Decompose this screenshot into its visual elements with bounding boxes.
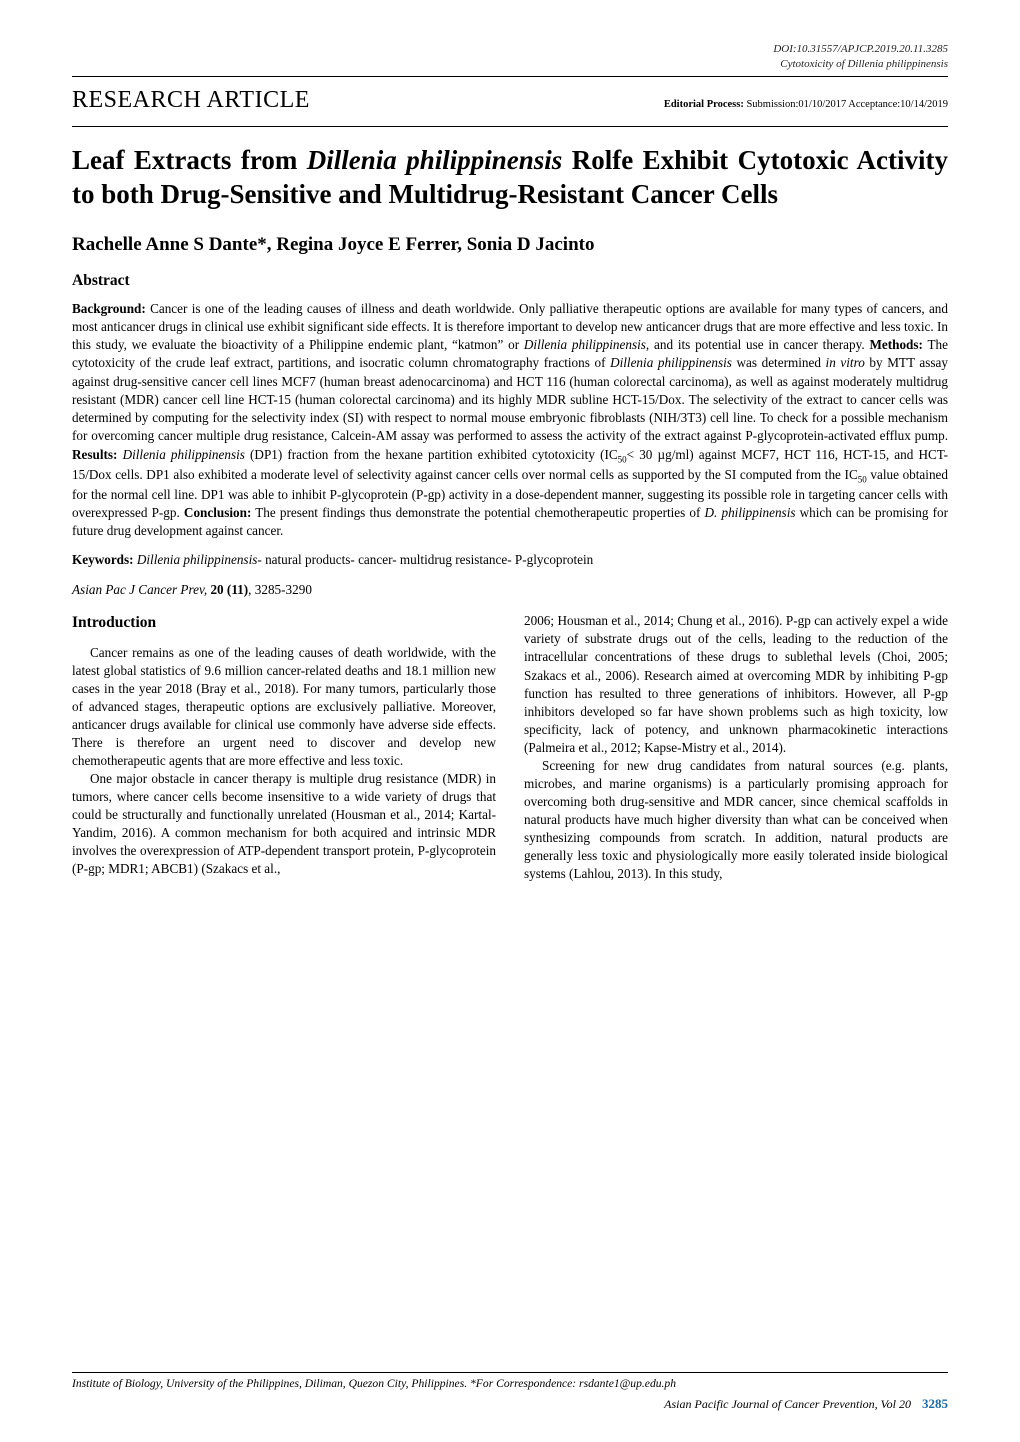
citation-journal: Asian Pac J Cancer Prev, [72,582,210,597]
authors: Rachelle Anne S Dante*, Regina Joyce E F… [72,234,948,256]
intro-p2: One major obstacle in cancer therapy is … [72,770,496,878]
intro-p1: Cancer remains as one of the leading cau… [72,644,496,771]
editorial-process: Editorial Process: Submission:01/10/2017… [664,99,948,110]
footer-journal: Asian Pacific Journal of Cancer Preventi… [664,1397,911,1411]
ic50-sub-1: 50 [618,454,627,464]
abstract-invitro: in vitro [826,355,865,370]
abstract-heading: Abstract [72,272,948,290]
abstract-results-b: (DP1) fraction from the hexane partition… [245,447,618,462]
header-meta: DOI:10.31557/APJCP.2019.20.11.3285 Cytot… [72,42,948,72]
label-conclusion: Conclusion: [184,505,251,520]
article-type: RESEARCH ARTICLE [72,87,310,113]
keywords-label: Keywords: [72,552,134,567]
article-title: Leaf Extracts from Dillenia philippinens… [72,143,948,212]
intro-p3: 2006; Housman et al., 2014; Chung et al.… [524,612,948,757]
footer: Asian Pacific Journal of Cancer Preventi… [664,1396,948,1412]
column-left: Introduction Cancer remains as one of th… [72,612,496,883]
keywords-text: - natural products- cancer- multidrug re… [257,552,593,567]
label-methods: Methods: [869,337,922,352]
editorial-process-text: Submission:01/10/2017 Acceptance:10/14/2… [744,99,948,110]
abstract-species-2: Dillenia philippinensis [610,355,732,370]
top-rule [72,76,948,77]
keywords-species: Dillenia philippinensis [137,552,258,567]
title-species: Dillenia philippinensis [307,145,563,175]
title-pre: Leaf Extracts from [72,145,307,175]
rule-below-type [72,126,948,127]
label-results: Results: [72,447,117,462]
ic50-sub-2: 50 [858,474,867,484]
keywords: Keywords: Dillenia philippinensis- natur… [72,552,948,568]
citation-volume: 20 (11) [210,582,248,597]
article-type-row: Editorial Process: Submission:01/10/2017… [72,87,948,114]
page-number: 3285 [922,1396,948,1411]
column-right: 2006; Housman et al., 2014; Chung et al.… [524,612,948,883]
abstract-species-4: D. philippinensis [705,505,796,520]
body-columns: Introduction Cancer remains as one of th… [72,612,948,883]
citation: Asian Pac J Cancer Prev, 20 (11), 3285-3… [72,582,948,598]
abstract-methods-b: was determined [732,355,826,370]
editorial-process-label: Editorial Process: [664,99,744,110]
running-title: Cytotoxicity of Dillenia philippinensis [72,57,948,72]
affiliation: Institute of Biology, University of the … [72,1372,948,1390]
abstract-species-1: Dillenia philippinensis [524,337,646,352]
abstract-species-3: Dillenia philippinensis [123,447,245,462]
abstract-conclusion-a: The present findings thus demonstrate th… [251,505,704,520]
label-background: Background: [72,301,146,316]
doi: DOI:10.31557/APJCP.2019.20.11.3285 [72,42,948,57]
citation-pages: , 3285-3290 [248,582,312,597]
abstract-background-b: , and its potential use in cancer therap… [646,337,870,352]
intro-p4: Screening for new drug candidates from n… [524,757,948,884]
introduction-heading: Introduction [72,612,496,633]
abstract-body: Background: Cancer is one of the leading… [72,300,948,541]
